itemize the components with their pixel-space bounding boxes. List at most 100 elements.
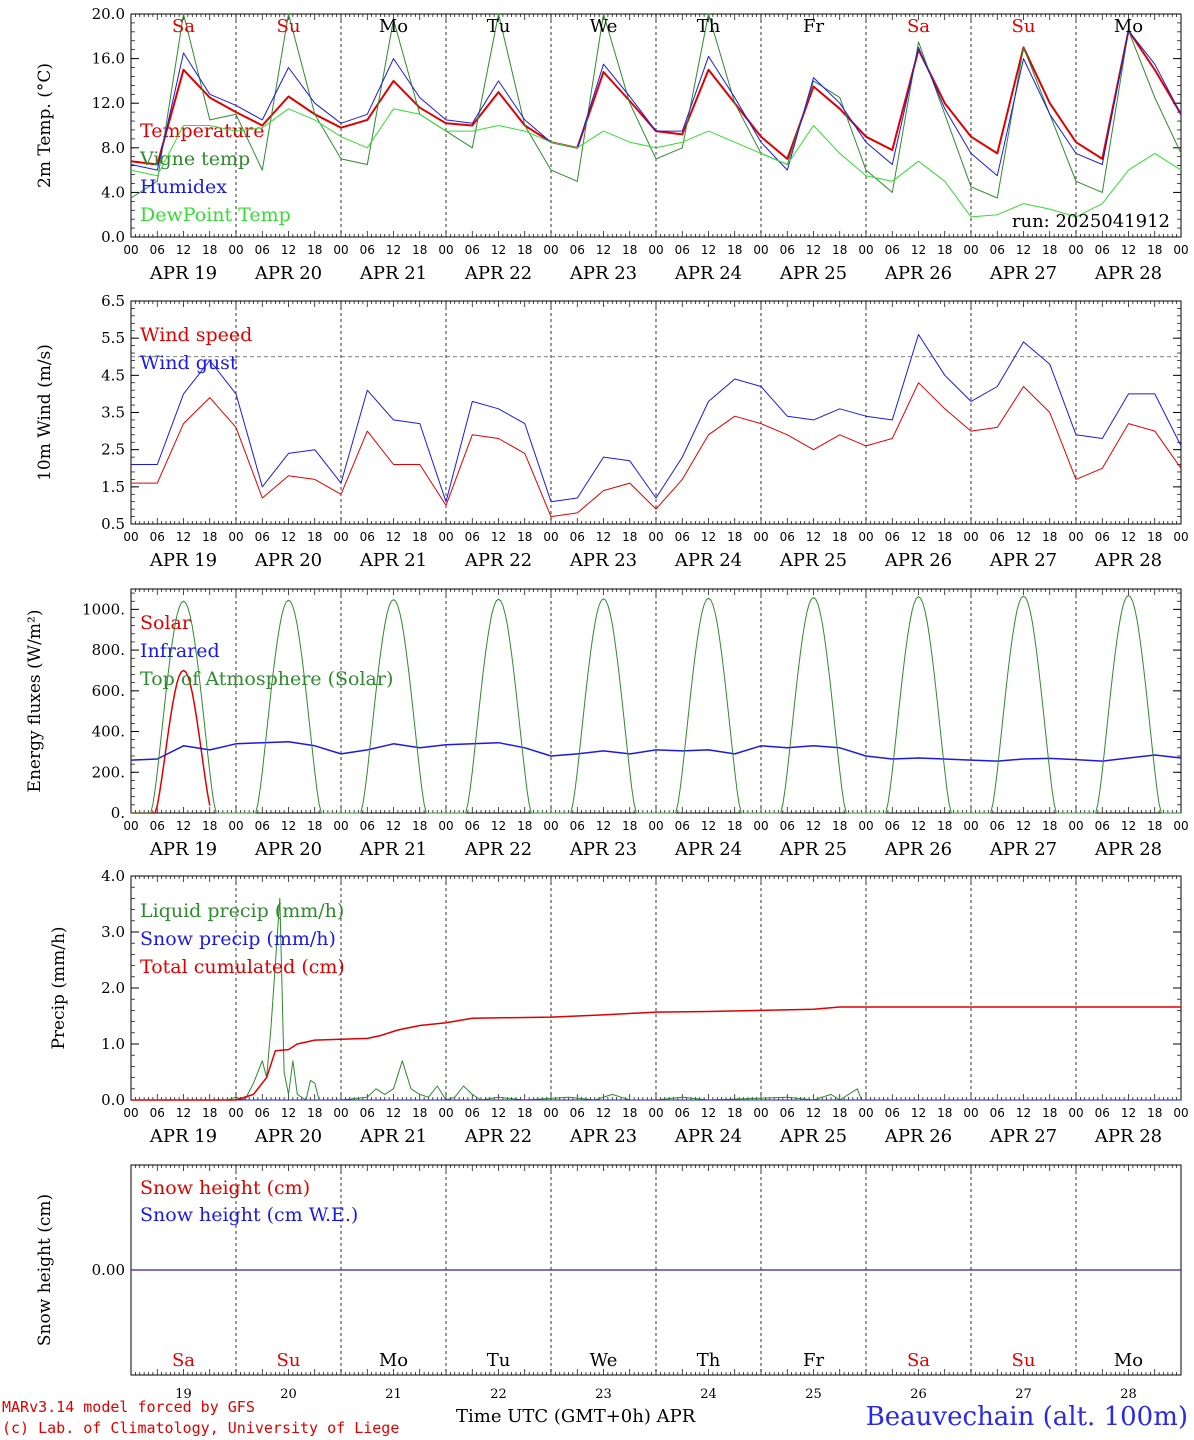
legend-entry: Snow height (cm W.E.) <box>140 1204 358 1226</box>
hour-tick-label: 12 <box>596 819 611 833</box>
hour-tick-label: 00 <box>858 819 873 833</box>
hour-tick-label: 18 <box>202 1106 217 1120</box>
hour-tick-label: 00 <box>123 530 138 544</box>
date-label: APR 21 <box>359 839 427 860</box>
hour-tick-label: 12 <box>911 1106 926 1120</box>
hour-tick-label: 00 <box>438 819 453 833</box>
hour-tick-label: 12 <box>701 243 716 257</box>
weekday-label: Su <box>1012 16 1036 37</box>
weekday-label: Th <box>697 1350 721 1371</box>
hour-tick-label: 18 <box>1147 243 1162 257</box>
date-label: APR 23 <box>569 839 637 860</box>
hour-tick-label: 06 <box>675 530 690 544</box>
hour-tick-label: 06 <box>465 243 480 257</box>
hour-tick-label: 06 <box>1095 819 1110 833</box>
hour-tick-label: 00 <box>438 1106 453 1120</box>
hour-tick-label: 12 <box>281 819 296 833</box>
hour-tick-label: 12 <box>596 1106 611 1120</box>
hour-tick-label: 12 <box>806 819 821 833</box>
hour-tick-label: 06 <box>1095 243 1110 257</box>
date-label: APR 20 <box>254 550 322 571</box>
weekday-label: Mo <box>1114 1350 1143 1371</box>
y-tick-label: 3.0 <box>101 923 125 941</box>
legend-entry: Total cumulated (cm) <box>140 956 345 978</box>
hour-tick-label: 12 <box>281 530 296 544</box>
day-number-label: 22 <box>490 1387 507 1402</box>
hour-tick-label: 12 <box>596 243 611 257</box>
date-label: APR 19 <box>149 550 217 571</box>
hour-tick-label: 18 <box>832 819 847 833</box>
y-tick-label: 4.5 <box>101 366 125 384</box>
hour-tick-label: 06 <box>1095 1106 1110 1120</box>
series-line-wind-1 <box>131 334 1182 503</box>
date-label: APR 19 <box>149 263 217 284</box>
hour-tick-label: 06 <box>150 243 165 257</box>
legend-entry: Vigne temp <box>139 148 250 170</box>
hour-tick-label: 18 <box>307 530 322 544</box>
hour-tick-label: 00 <box>123 1106 138 1120</box>
y-axis-label: 10m Wind (m/s) <box>35 344 55 481</box>
hour-tick-label: 06 <box>1095 530 1110 544</box>
hour-tick-label: 00 <box>648 243 663 257</box>
series-line-temp-3 <box>130 108 1182 218</box>
hour-tick-label: 00 <box>123 243 138 257</box>
series-line-wind-0 <box>131 382 1182 518</box>
day-number-label: 24 <box>700 1387 717 1402</box>
hour-tick-label: 18 <box>622 530 637 544</box>
weekday-label: Mo <box>1114 16 1143 37</box>
hour-tick-label: 12 <box>1121 819 1136 833</box>
x-axis-title: Time UTC (GMT+0h) APR <box>456 1406 696 1427</box>
series-line-precip-0 <box>131 897 1181 1101</box>
hour-tick-label: 18 <box>202 530 217 544</box>
hour-tick-label: 18 <box>727 243 742 257</box>
y-tick-label: 6.5 <box>101 292 125 310</box>
hour-tick-label: 06 <box>360 819 375 833</box>
hour-tick-label: 06 <box>570 819 585 833</box>
hour-tick-label: 12 <box>911 243 926 257</box>
hour-tick-label: 12 <box>911 530 926 544</box>
hour-tick-label: 06 <box>675 819 690 833</box>
y-tick-label: 20.0 <box>92 5 125 23</box>
hour-tick-label: 00 <box>1173 243 1188 257</box>
hour-tick-label: 06 <box>780 530 795 544</box>
hour-tick-label: 00 <box>753 1106 768 1120</box>
hour-tick-label: 12 <box>1121 530 1136 544</box>
hour-tick-label: 12 <box>701 1106 716 1120</box>
hour-tick-label: 12 <box>1016 1106 1031 1120</box>
hour-tick-label: 00 <box>438 530 453 544</box>
hour-tick-label: 12 <box>1121 243 1136 257</box>
weekday-label: Su <box>277 16 301 37</box>
y-tick-label: 1.0 <box>101 1035 125 1053</box>
legend-entry: Temperature <box>140 120 264 142</box>
hour-tick-label: 12 <box>911 819 926 833</box>
weekday-label: Su <box>1012 1350 1036 1371</box>
hour-tick-label: 18 <box>1042 243 1057 257</box>
hour-tick-label: 12 <box>1121 1106 1136 1120</box>
series-line-energy-2 <box>131 595 1181 814</box>
date-label: APR 22 <box>464 550 532 571</box>
hour-tick-label: 06 <box>255 530 270 544</box>
hour-tick-label: 00 <box>858 243 873 257</box>
hour-tick-label: 06 <box>675 243 690 257</box>
hour-tick-label: 18 <box>517 819 532 833</box>
hour-tick-label: 12 <box>1016 243 1031 257</box>
hour-tick-label: 06 <box>465 530 480 544</box>
legend-entry: Wind gust <box>140 352 238 374</box>
hour-tick-label: 12 <box>176 1106 191 1120</box>
hour-tick-label: 12 <box>281 243 296 257</box>
hour-tick-label: 00 <box>963 1106 978 1120</box>
legend-entry: Infrared <box>140 640 220 662</box>
y-tick-label: 0. <box>111 804 125 822</box>
weekday-label: Fr <box>803 16 824 37</box>
series-line-precip-2 <box>131 1006 1181 1101</box>
legend-entry: DewPoint Temp <box>140 204 291 226</box>
credit-lab: (c) Lab. of Climatology, University of L… <box>2 1419 400 1437</box>
weekday-label: Sa <box>907 1350 930 1371</box>
day-number-label: 26 <box>910 1387 927 1402</box>
hour-tick-label: 06 <box>570 530 585 544</box>
hour-tick-label: 12 <box>806 1106 821 1120</box>
date-label: APR 22 <box>464 1126 532 1147</box>
weekday-label: We <box>590 16 618 37</box>
hour-tick-label: 00 <box>648 1106 663 1120</box>
